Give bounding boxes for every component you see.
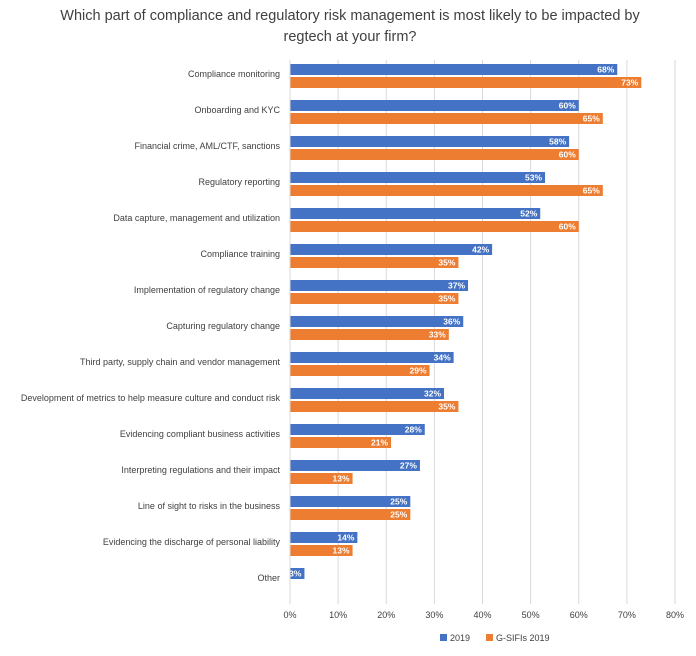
bar-series-gsifis[interactable] [290,149,579,160]
data-label: 33% [429,330,446,340]
bar-series-2019[interactable] [290,208,541,219]
bar-series-2019[interactable] [290,64,618,75]
category-label: Data capture, management and utilization [113,213,280,223]
bar-series-gsifis[interactable] [290,185,603,196]
category-label: Implementation of regulatory change [134,285,280,295]
bar-series-gsifis[interactable] [290,113,603,124]
category-label: Development of metrics to help measure c… [21,393,281,403]
category-label: Financial crime, AML/CTF, sanctions [134,141,280,151]
data-label: 35% [438,294,455,304]
x-tick-label: 20% [377,610,395,620]
bar-series-2019[interactable] [290,100,579,111]
data-label: 53% [525,173,542,183]
data-label: 65% [583,186,600,196]
category-label: Onboarding and KYC [194,105,280,115]
bar-series-gsifis[interactable] [290,221,579,232]
x-tick-label: 70% [618,610,636,620]
bar-series-gsifis[interactable] [290,257,459,268]
category-label: Third party, supply chain and vendor man… [80,357,280,367]
category-label: Compliance training [200,249,280,259]
x-tick-label: 50% [522,610,540,620]
legend-swatch [440,634,447,641]
bar-series-gsifis[interactable] [290,401,459,412]
bar-series-2019[interactable] [290,352,454,363]
data-label: 60% [559,150,576,160]
category-label: Other [257,573,280,583]
data-label: 58% [549,137,566,147]
bar-series-2019[interactable] [290,424,425,435]
data-label: 21% [371,438,388,448]
bar-series-gsifis[interactable] [290,293,459,304]
data-label: 29% [410,366,427,376]
data-label: 34% [434,353,451,363]
bar-series-gsifis[interactable] [290,473,353,484]
bar-series-2019[interactable] [290,568,305,579]
data-label: 73% [621,78,638,88]
data-label: 60% [559,222,576,232]
legend-swatch [486,634,493,641]
data-label: 27% [400,461,417,471]
data-label: 14% [337,533,354,543]
bar-series-gsifis[interactable] [290,329,449,340]
data-label: 13% [333,546,350,556]
data-label: 68% [597,65,614,75]
data-label: 35% [438,258,455,268]
data-label: 32% [424,389,441,399]
data-label: 65% [583,114,600,124]
data-label: 36% [443,317,460,327]
data-label: 25% [390,510,407,520]
bar-series-gsifis[interactable] [290,545,353,556]
data-label: 37% [448,281,465,291]
x-tick-label: 40% [473,610,491,620]
category-label: Evidencing compliant business activities [120,429,281,439]
data-label: 3% [289,569,302,579]
category-label: Interpreting regulations and their impac… [121,465,280,475]
legend-label: G-SIFIs 2019 [496,633,550,643]
bar-series-gsifis[interactable] [290,77,642,88]
legend-label: 2019 [450,633,470,643]
category-label: Compliance monitoring [188,69,280,79]
bar-series-2019[interactable] [290,172,546,183]
data-label: 42% [472,245,489,255]
category-label: Regulatory reporting [198,177,280,187]
bar-series-2019[interactable] [290,532,358,543]
bar-series-2019[interactable] [290,136,570,147]
data-label: 52% [520,209,537,219]
bar-series-gsifis[interactable] [290,365,430,376]
data-label: 28% [405,425,422,435]
bar-series-2019[interactable] [290,496,411,507]
x-tick-label: 0% [283,610,296,620]
bar-series-2019[interactable] [290,280,469,291]
chart-title: Which part of compliance and regulatory … [60,8,640,45]
x-tick-label: 60% [570,610,588,620]
category-label: Line of sight to risks in the business [138,501,281,511]
data-label: 60% [559,101,576,111]
data-label: 25% [390,497,407,507]
bar-series-gsifis[interactable] [290,437,392,448]
bar-series-gsifis[interactable] [290,509,411,520]
data-label: 35% [438,402,455,412]
bar-series-2019[interactable] [290,460,420,471]
bar-series-2019[interactable] [290,244,493,255]
x-tick-label: 10% [329,610,347,620]
category-label: Evidencing the discharge of personal lia… [103,537,281,547]
bar-series-2019[interactable] [290,388,444,399]
x-tick-label: 30% [425,610,443,620]
bar-series-2019[interactable] [290,316,464,327]
data-label: 13% [333,474,350,484]
category-label: Capturing regulatory change [166,321,280,331]
x-tick-label: 80% [666,610,684,620]
